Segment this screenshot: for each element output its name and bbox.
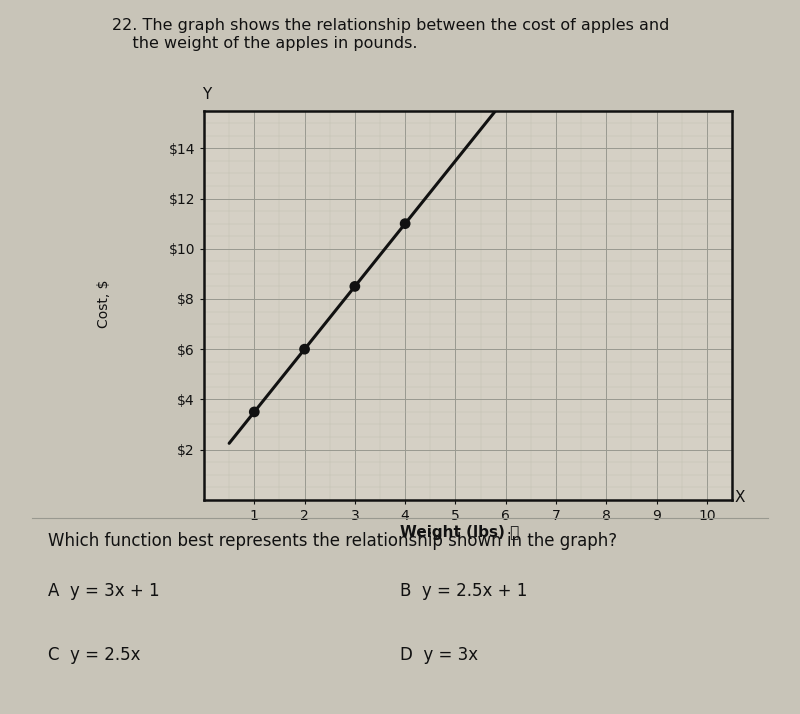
Point [398, 218, 411, 229]
Text: Y: Y [202, 87, 211, 102]
Text: Which function best represents the relationship shown in the graph?: Which function best represents the relat… [48, 532, 617, 550]
Text: A  y = 3x + 1: A y = 3x + 1 [48, 582, 160, 600]
Point [349, 281, 362, 292]
Text: Weight (lbs) 🍎: Weight (lbs) 🍎 [400, 525, 520, 540]
Text: D  y = 3x: D y = 3x [400, 646, 478, 664]
Text: B  y = 2.5x + 1: B y = 2.5x + 1 [400, 582, 527, 600]
Text: 22. The graph shows the relationship between the cost of apples and: 22. The graph shows the relationship bet… [112, 18, 670, 33]
Point [298, 343, 311, 355]
Text: Cost, $: Cost, $ [97, 279, 111, 328]
Text: the weight of the apples in pounds.: the weight of the apples in pounds. [112, 36, 418, 51]
Point [248, 406, 261, 418]
Text: C  y = 2.5x: C y = 2.5x [48, 646, 141, 664]
Text: X: X [734, 490, 745, 506]
